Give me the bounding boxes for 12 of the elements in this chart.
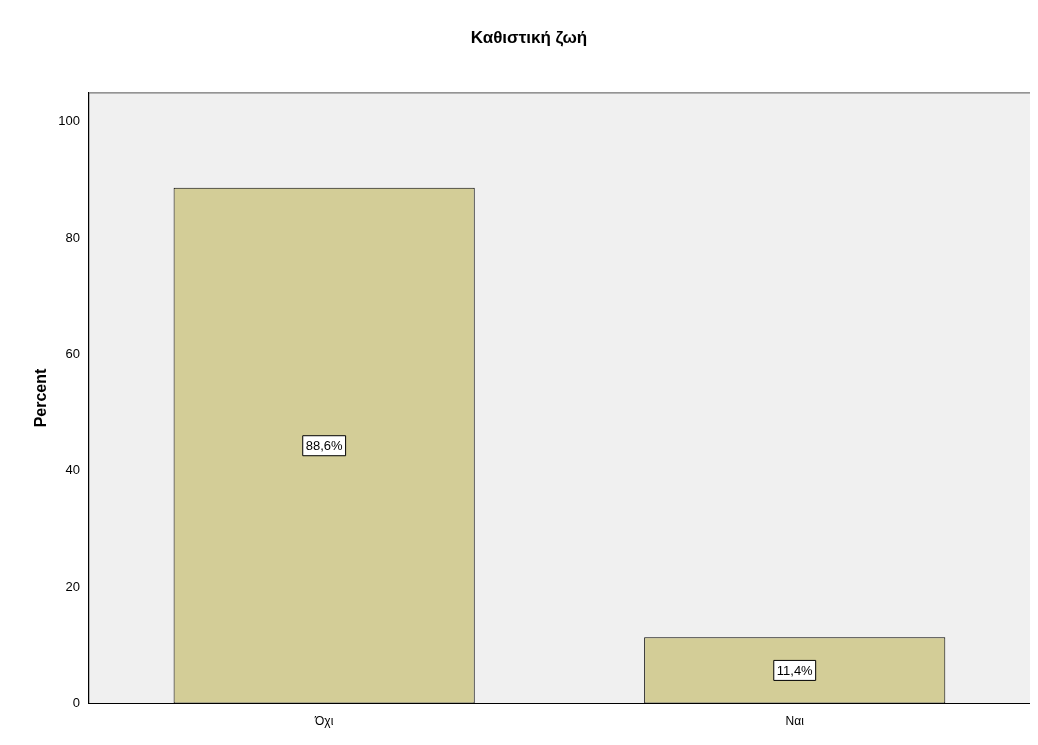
y-axis-title: Percent [32,367,50,428]
data-label: 11,4% [776,663,814,678]
x-tick-label: Ναι [785,714,805,729]
y-tick-label: 60 [65,345,80,361]
chart-title: Καθιστική ζωή [470,27,588,47]
x-tick-label: Όχι [314,714,334,729]
y-tick-label: 0 [72,695,80,711]
y-tick-label: 40 [65,462,80,478]
y-tick-label: 100 [58,113,80,129]
y-tick-label: 80 [65,229,80,245]
data-label: 88,6% [305,438,344,454]
y-tick-label: 20 [65,578,80,594]
